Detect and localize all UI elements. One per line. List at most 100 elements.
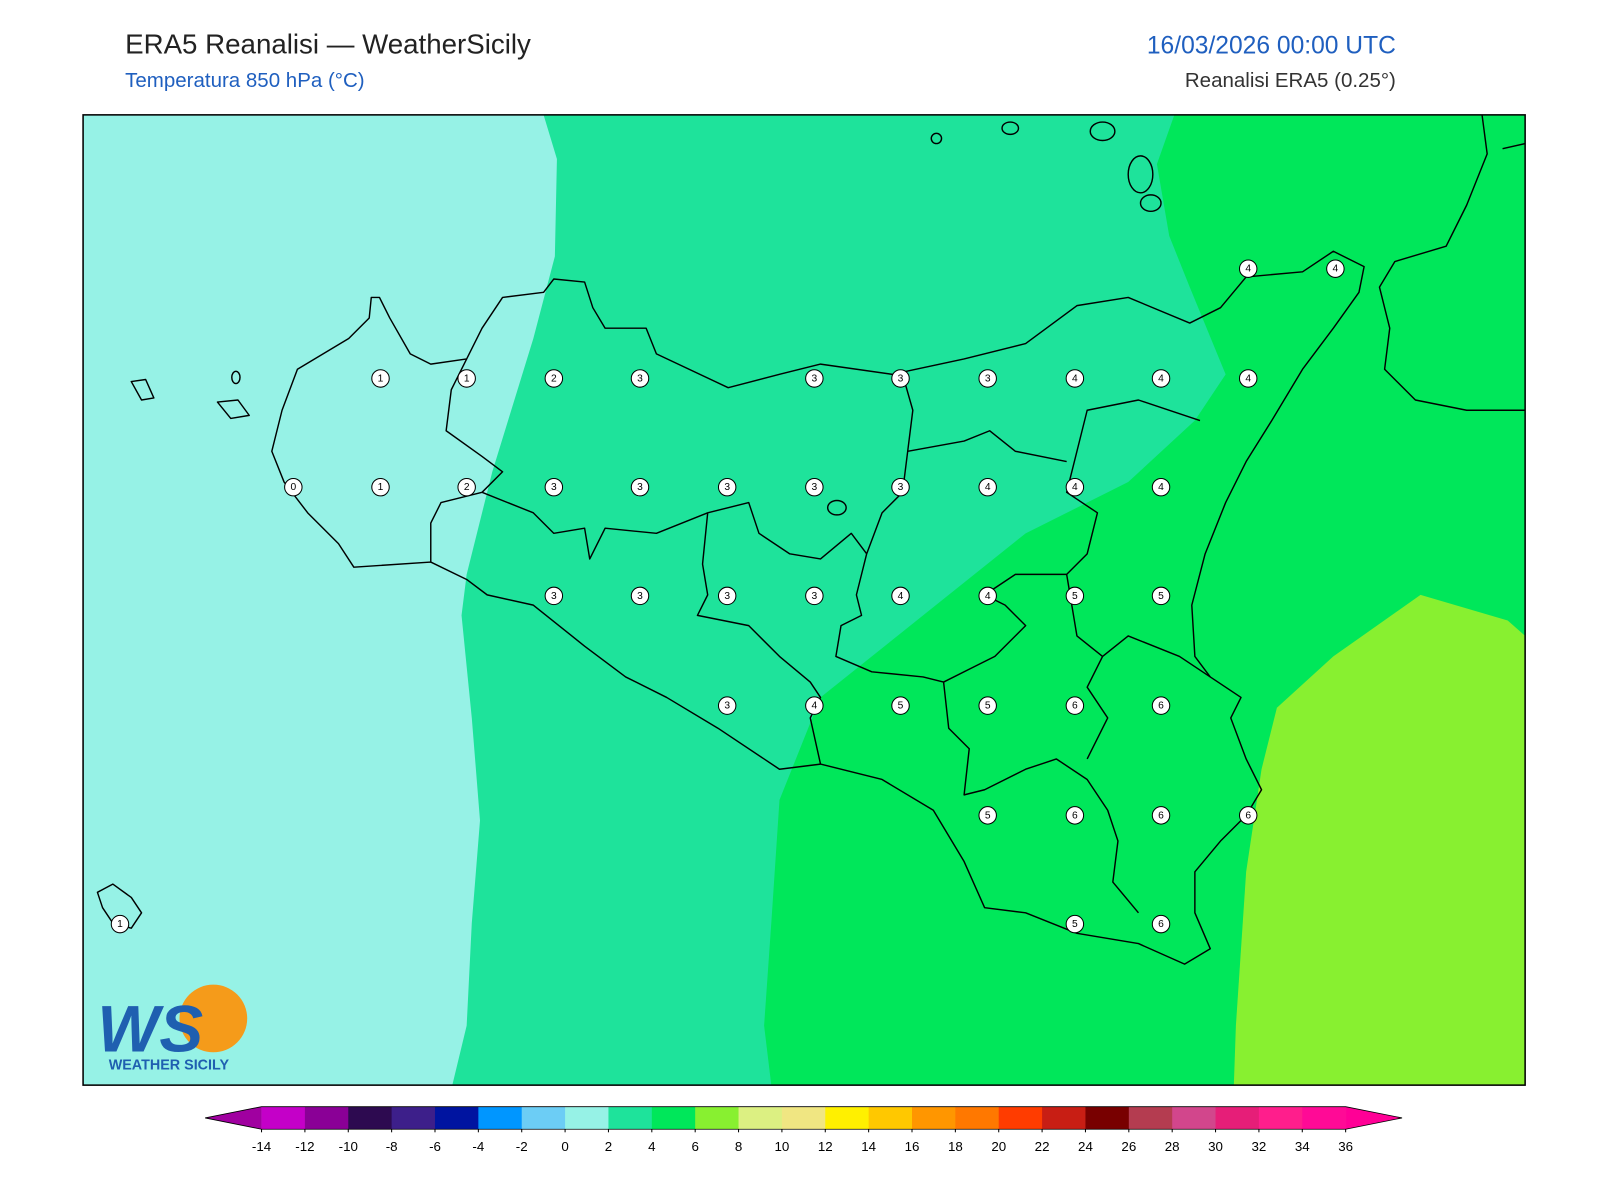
colorbar-tick-label: 28	[1165, 1139, 1180, 1154]
station-value: 1	[378, 482, 384, 493]
station-value: 2	[551, 373, 557, 384]
logo-sun	[179, 984, 248, 1053]
islands	[96, 121, 1162, 929]
colorbar-tick-label: 6	[691, 1139, 698, 1154]
station-marker	[1065, 696, 1085, 715]
station: 4	[978, 586, 997, 606]
colorbar-box	[1172, 1106, 1217, 1130]
station-value: 4	[1072, 373, 1078, 384]
station-value: 3	[724, 482, 730, 493]
station-marker	[717, 477, 737, 497]
subtitle: Temperatura 850 hPa (°C)	[125, 69, 365, 92]
station-value: 3	[985, 373, 991, 384]
colorbar-box	[868, 1106, 913, 1130]
temperature-band	[83, 114, 557, 1086]
colorbar-tick-label: 10	[774, 1139, 789, 1154]
station: 4	[1065, 477, 1085, 497]
station-value: 4	[1333, 264, 1339, 275]
station-value: 4	[1072, 482, 1078, 493]
station-marker	[1065, 477, 1085, 497]
colorbar-box	[1042, 1106, 1086, 1130]
station: 3	[717, 477, 737, 497]
station: 6	[1238, 806, 1258, 825]
station-value: 4	[985, 591, 991, 602]
station-value: 6	[1245, 810, 1251, 821]
colorbar-box	[912, 1106, 956, 1130]
station: 1	[371, 477, 390, 497]
station: 2	[544, 369, 564, 388]
colorbar-tick-label: -4	[472, 1139, 484, 1154]
station: 6	[1151, 696, 1171, 715]
colorbar-tick-label: -8	[386, 1139, 398, 1154]
station: 3	[544, 586, 564, 606]
station-value: 3	[812, 482, 818, 493]
station-value: 3	[637, 482, 643, 493]
station-value: 6	[1158, 810, 1164, 821]
colorbar-over	[1345, 1106, 1403, 1130]
colorbar-box	[391, 1106, 436, 1130]
station-value: 4	[1245, 373, 1251, 384]
station: 3	[630, 586, 650, 606]
colorbar-box	[738, 1106, 783, 1130]
station: 6	[1151, 806, 1171, 825]
map: 4 4 1 1 2 3 3 3 3 4 4 4 0 1 2 3 3 3 3 3 4 4 4 3 3 3 3 4 4 5 5 3 4 5 5 6 6 5 6 6…	[83, 114, 1526, 1086]
coastline	[271, 250, 1365, 965]
colorbar-box	[478, 1106, 523, 1130]
station-marker	[805, 696, 824, 715]
colorbar-tick-label: 14	[861, 1139, 876, 1154]
colorbar-tick-label: 32	[1251, 1139, 1266, 1154]
station-value: 3	[812, 591, 818, 602]
colorbar-tick-label: 2	[605, 1139, 612, 1154]
station-marker	[805, 477, 824, 497]
station-marker	[805, 369, 824, 388]
station: 3	[544, 477, 564, 497]
station-marker	[630, 369, 650, 388]
station-marker	[1151, 586, 1171, 606]
station-marker	[1151, 914, 1171, 934]
temperature-band	[1233, 594, 1526, 1086]
station-value: 4	[898, 591, 904, 602]
station: 4	[1326, 259, 1345, 278]
colorbar-tick-label: 8	[735, 1139, 742, 1154]
colorbar-tick-label: 18	[948, 1139, 963, 1154]
station: 4	[891, 586, 910, 606]
station-marker	[1238, 259, 1258, 278]
colorbar-box	[304, 1106, 349, 1130]
station: 2	[457, 477, 476, 497]
colorbar-box	[348, 1106, 393, 1130]
colorbar-box	[651, 1106, 696, 1130]
station-marker	[371, 369, 390, 388]
station-marker	[1326, 259, 1345, 278]
station: 4	[1151, 477, 1171, 497]
colorbar-box	[608, 1106, 653, 1130]
station: 3	[805, 586, 824, 606]
station-value: 4	[1158, 482, 1164, 493]
station: 4	[1238, 369, 1258, 388]
colorbar-tick-label: 16	[905, 1139, 920, 1154]
colorbar-tick-label: -14	[252, 1139, 272, 1154]
station-marker	[1151, 369, 1171, 388]
colorbar-tick-label: 26	[1121, 1139, 1136, 1154]
station: 1	[457, 369, 476, 388]
station-value: 1	[464, 373, 470, 384]
station-marker	[978, 696, 997, 715]
station-marker	[1065, 369, 1085, 388]
logo: WS WEATHER SICILY	[97, 984, 248, 1074]
colorbar: -14 -12 -10 -8 -6 -4 -2 0 2 4 6 8 10 12 14 16 18 20 22 24 26…	[205, 1106, 1403, 1154]
station: 4	[805, 696, 824, 715]
station-marker	[1065, 914, 1085, 934]
station-marker	[978, 806, 997, 825]
date: 16/03/2026 00:00 UTC	[1147, 32, 1396, 59]
station: 5	[978, 806, 997, 825]
station-marker	[544, 586, 564, 606]
colorbar-box	[1258, 1106, 1303, 1130]
station-value: 3	[898, 482, 904, 493]
stations: 4 4 1 1 2 3 3 3 3 4 4 4 0 1 2 3 3 3 3 3 4 4 4 3 3 3 3 4 4 5 5 3 4 5 5 6 6 5 6 6…	[110, 259, 1345, 934]
province-borders	[430, 358, 1211, 914]
station-marker	[457, 369, 476, 388]
logo-mark: WS	[97, 992, 203, 1065]
station: 1	[110, 914, 130, 934]
colorbar-box	[1302, 1106, 1347, 1130]
